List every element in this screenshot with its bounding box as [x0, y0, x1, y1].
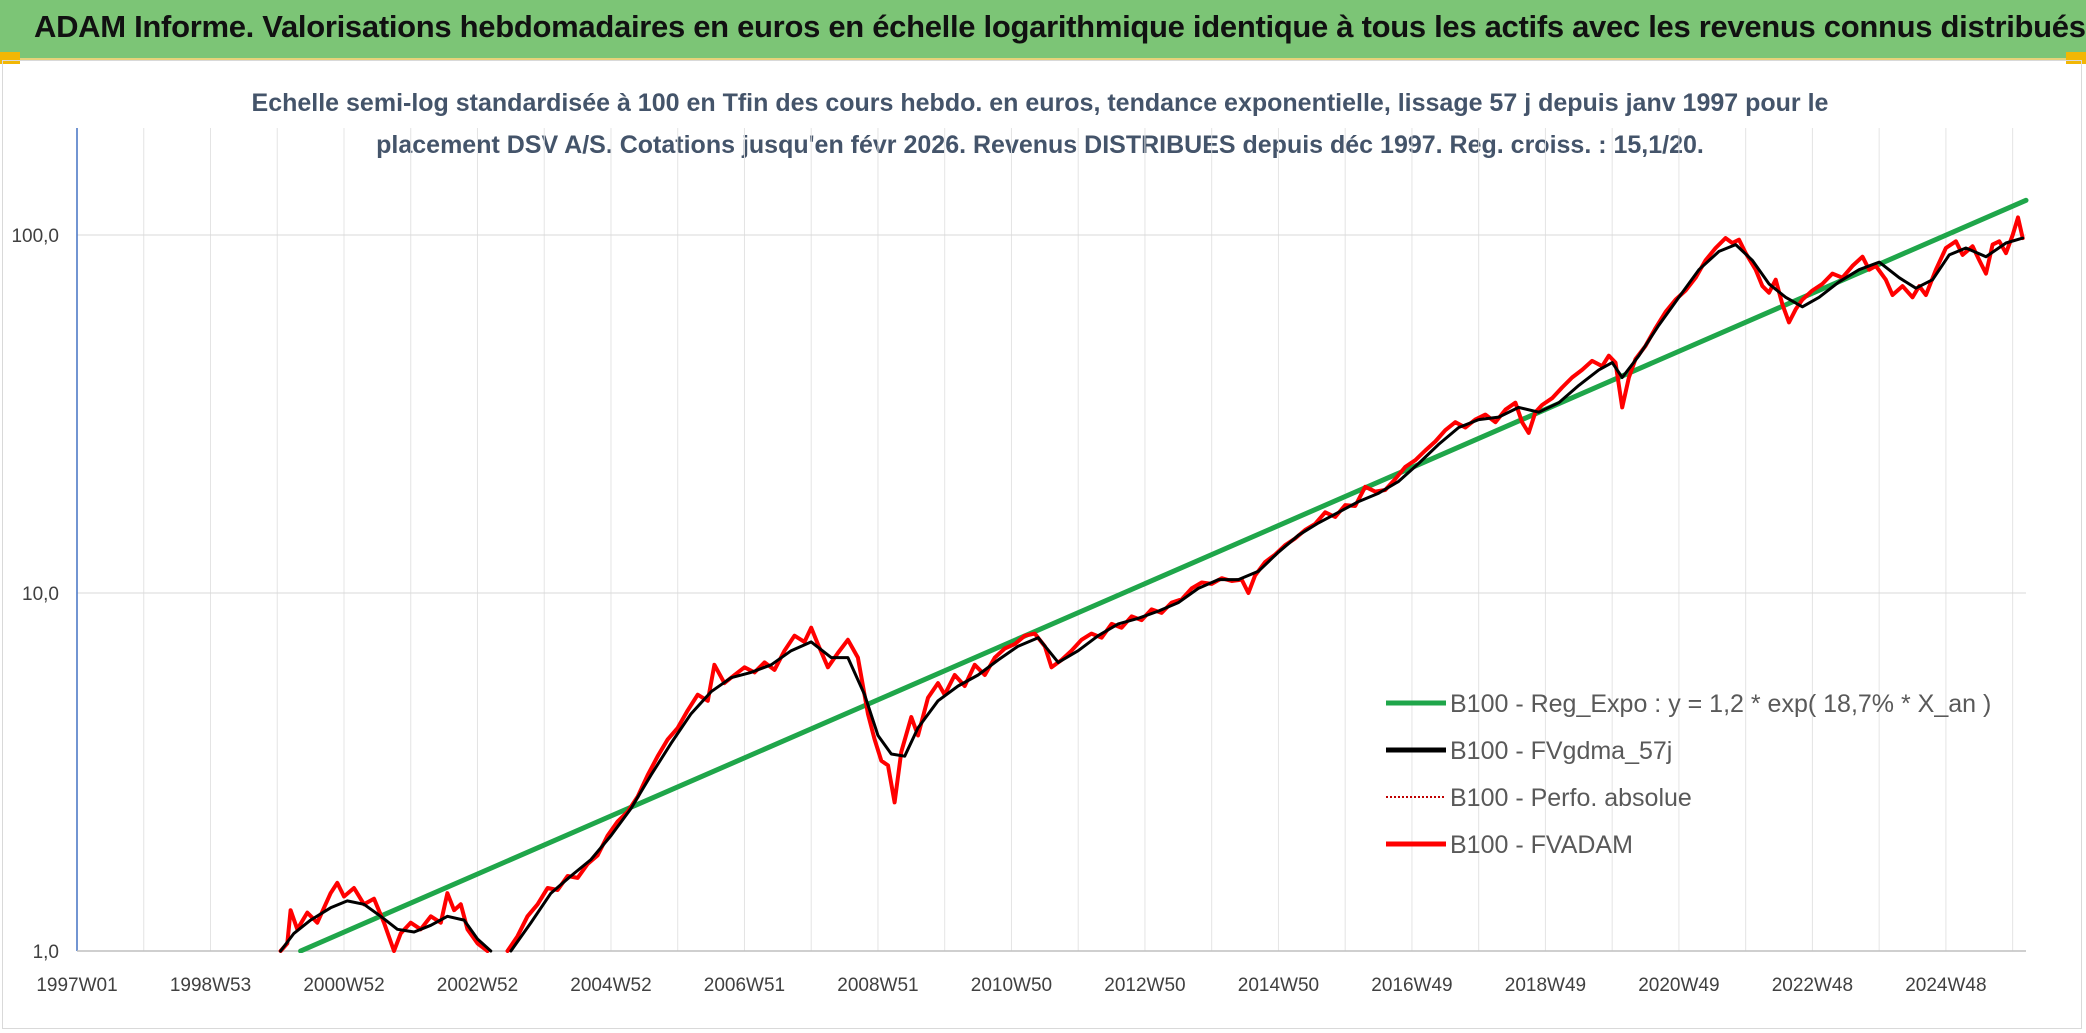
- x-tick-label: 2002W52: [437, 975, 518, 996]
- series-line-trend: [298, 197, 2029, 953]
- x-tick-label: 2000W52: [303, 975, 384, 996]
- series-line-adam: [505, 215, 2025, 953]
- y-tick-label: 10,0: [22, 584, 59, 605]
- banner-corner-left: [0, 52, 20, 64]
- x-tick-label: 2016W49: [1371, 975, 1452, 996]
- legend-label: B100 - Reg_Expo : y = 1,2 * exp( 18,7% *…: [1450, 690, 1991, 718]
- series-line-adam: [278, 880, 490, 953]
- x-tick-label: 1997W01: [36, 975, 117, 996]
- title-banner: ADAM Informe. Valorisations hebdomadaire…: [0, 0, 2086, 60]
- y-tick-label: 1,0: [33, 942, 59, 963]
- legend: B100 - Reg_Expo : y = 1,2 * exp( 18,7% *…: [1386, 690, 1991, 859]
- chart-subtitle-line-1: Echelle semi-log standardisée à 100 en T…: [252, 89, 1829, 117]
- x-tick-label: 2020W49: [1638, 975, 1719, 996]
- x-tick-label: 2004W52: [570, 975, 651, 996]
- chart-subtitle: Echelle semi-log standardisée à 100 en T…: [252, 89, 1829, 159]
- legend-label: B100 - FVADAM: [1450, 831, 1633, 859]
- x-tick-label: 2006W51: [704, 975, 785, 996]
- x-tick-label: 2010W50: [971, 975, 1052, 996]
- grid: [77, 128, 2026, 952]
- axes: 1,0 10,0 100,0 1997W01 1998W53 2000W52 2002W52…: [11, 128, 2026, 996]
- x-tick-label: 2012W50: [1104, 975, 1185, 996]
- x-tick-label: 2014W50: [1238, 975, 1319, 996]
- series-line-smooth: [279, 899, 493, 953]
- series: [278, 197, 2029, 953]
- legend-label: B100 - FVgdma_57j: [1450, 737, 1672, 765]
- x-tick-label: 2024W48: [1905, 975, 1986, 996]
- series-line-smooth: [509, 236, 2025, 953]
- chart-frame: [2, 60, 2082, 1029]
- x-tick-label: 2008W51: [837, 975, 918, 996]
- x-tick-label: 2018W49: [1505, 975, 1586, 996]
- y-tick-label: 100,0: [11, 226, 59, 247]
- legend-label: B100 - Perfo. absolue: [1450, 784, 1692, 812]
- x-tick-label: 2022W48: [1772, 975, 1853, 996]
- report-title: ADAM Informe. Valorisations hebdomadaire…: [34, 9, 2086, 44]
- x-tick-label: 1998W53: [170, 975, 251, 996]
- chart-subtitle-line-2: placement DSV A/S. Cotations jusqu'en fé…: [376, 131, 1704, 159]
